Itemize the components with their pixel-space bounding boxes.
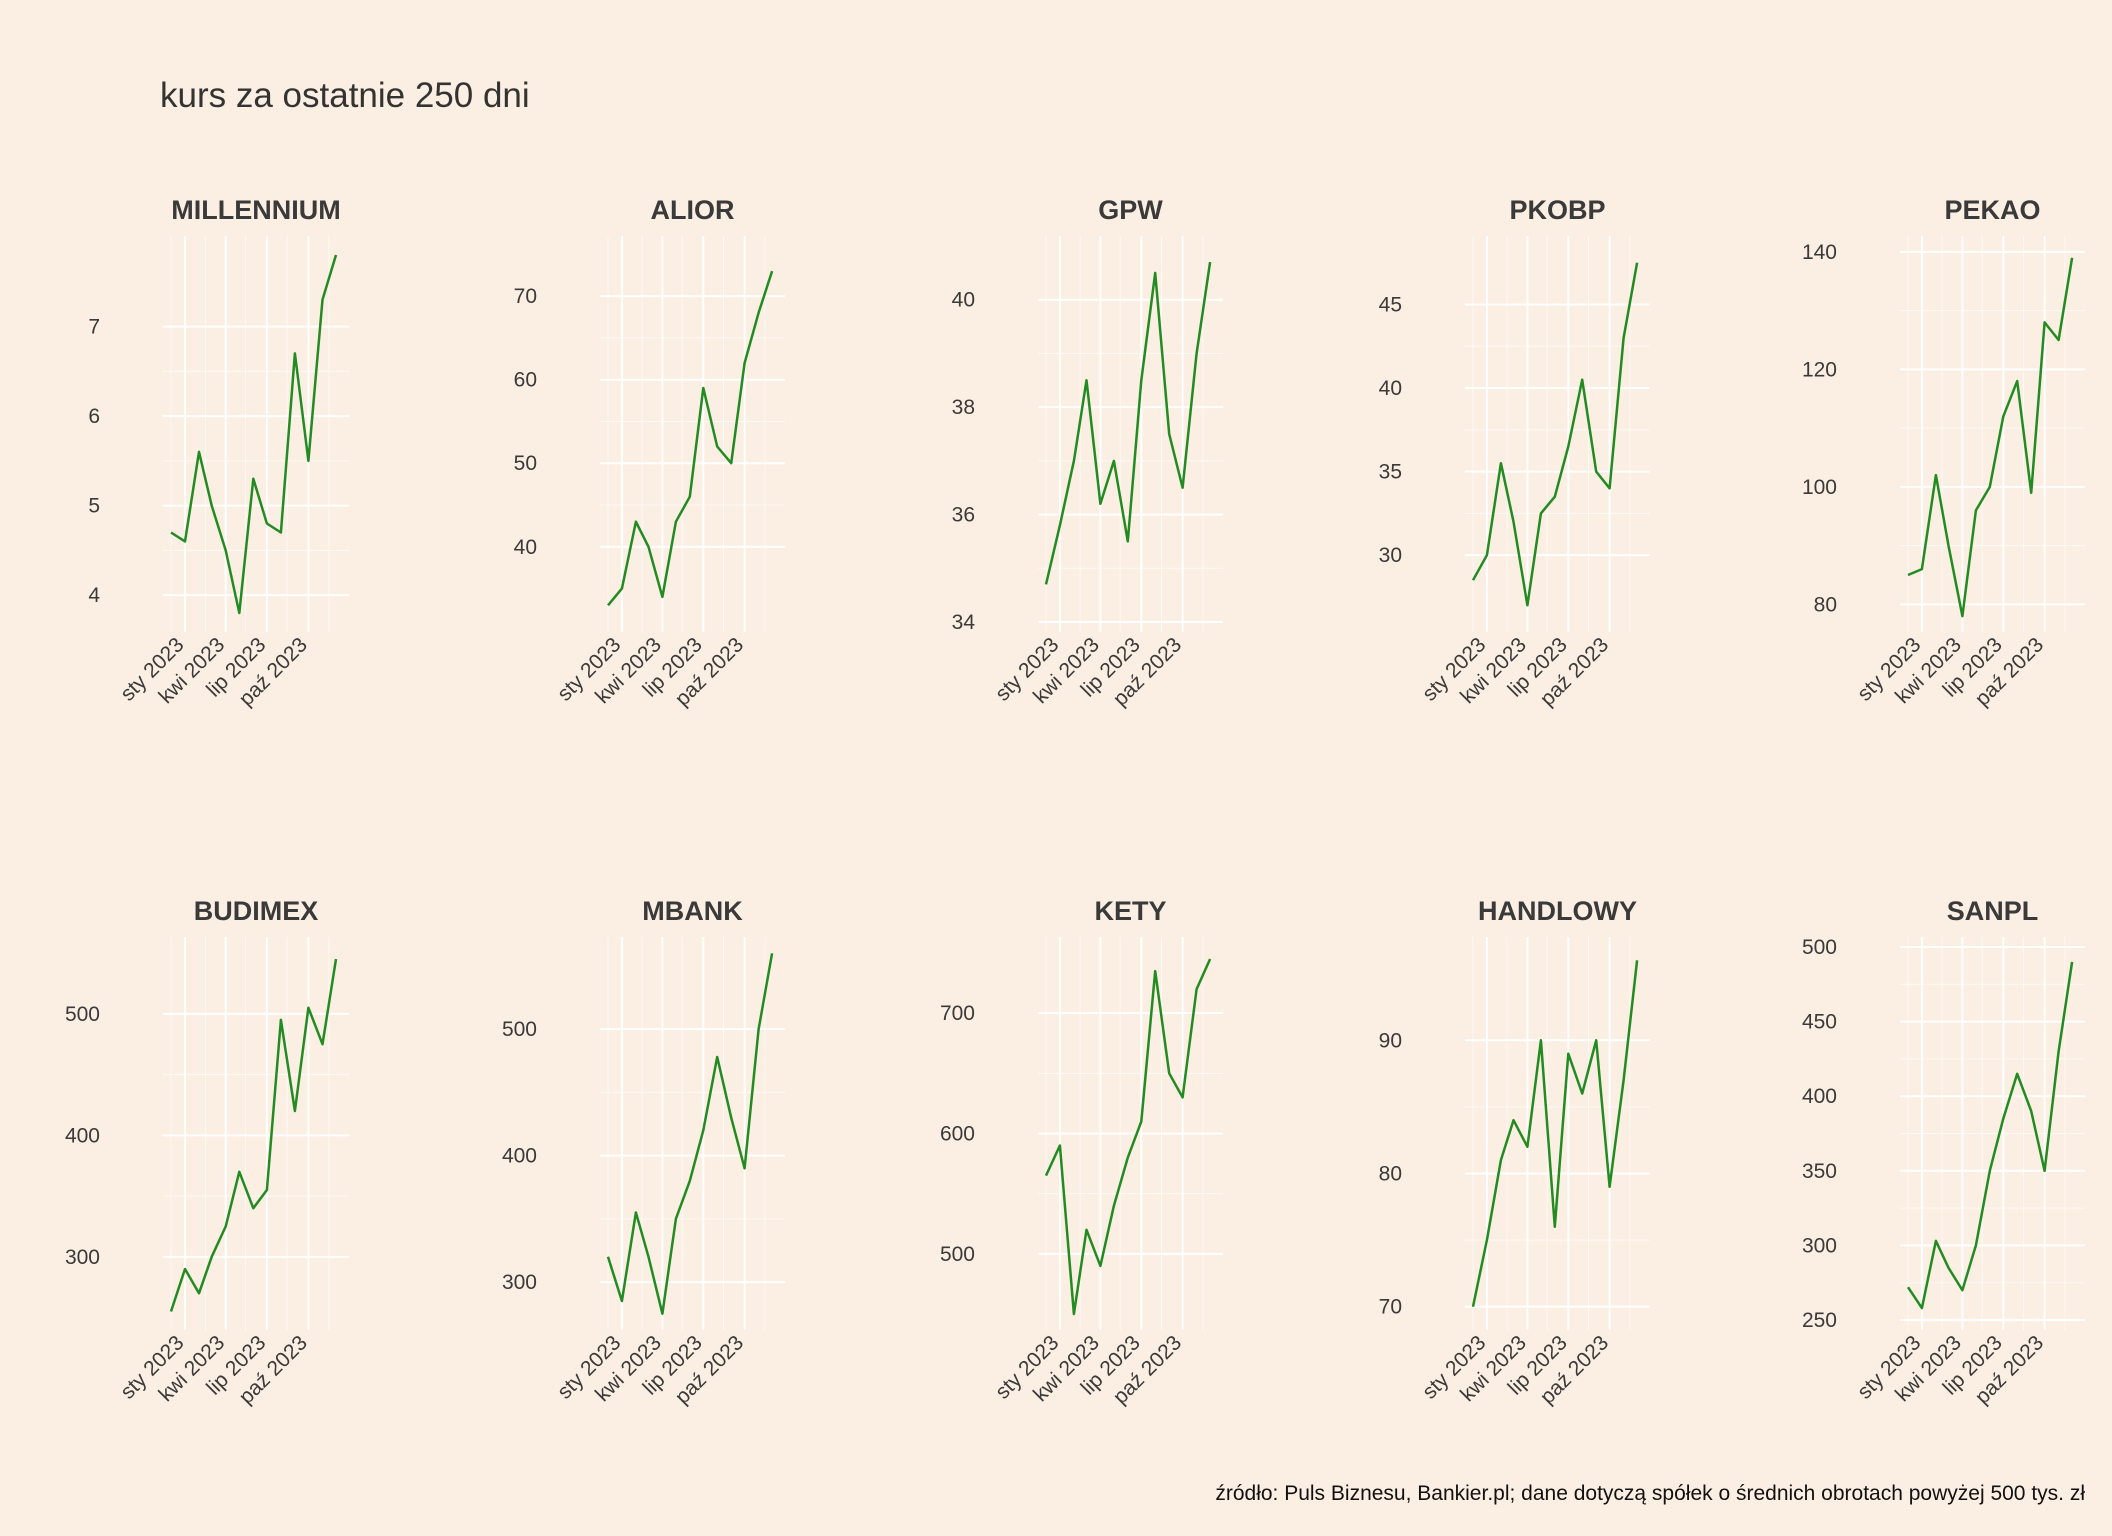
y-tick-label: 80 xyxy=(1379,1162,1402,1185)
y-tick-label: 140 xyxy=(1802,241,1837,264)
y-tick-label: 45 xyxy=(1379,293,1402,316)
y-tick-label: 38 xyxy=(952,396,975,419)
y-tick-label: 40 xyxy=(1379,377,1402,400)
y-tick-label: 350 xyxy=(1802,1160,1837,1183)
page-title: kurs za ostatnie 250 dni xyxy=(160,76,530,115)
y-tick-label: 400 xyxy=(1802,1085,1837,1108)
y-tick-label: 34 xyxy=(952,611,976,634)
y-tick-label: 300 xyxy=(502,1271,537,1294)
price-line xyxy=(1471,960,1639,1307)
y-tick-label: 35 xyxy=(1379,461,1402,484)
panel-title: SANPL xyxy=(1947,896,2039,926)
y-tick-label: 60 xyxy=(514,369,537,392)
y-tick-label: 40 xyxy=(952,289,975,312)
source-caption: źródło: Puls Biznesu, Bankier.pl; dane d… xyxy=(1215,1482,2085,1505)
price-line xyxy=(1906,961,2074,1310)
y-tick-label: 36 xyxy=(952,504,975,527)
y-tick-label: 300 xyxy=(65,1246,100,1269)
y-tick-label: 700 xyxy=(940,1002,975,1025)
y-tick-label: 500 xyxy=(940,1243,975,1266)
y-tick-label: 120 xyxy=(1802,358,1837,381)
panel-title: MBANK xyxy=(642,896,743,926)
y-tick-label: 4 xyxy=(88,584,100,607)
panel-title: MILLENNIUM xyxy=(171,195,340,225)
y-tick-label: 250 xyxy=(1802,1309,1837,1332)
y-tick-label: 80 xyxy=(1814,593,1837,616)
y-tick-label: 600 xyxy=(940,1123,975,1146)
y-tick-label: 50 xyxy=(514,452,537,475)
panel-title: GPW xyxy=(1098,195,1163,225)
panel-title: PKOBP xyxy=(1509,195,1605,225)
y-tick-label: 450 xyxy=(1802,1011,1837,1034)
panel-title: HANDLOWY xyxy=(1478,896,1637,926)
y-tick-label: 30 xyxy=(1379,544,1402,567)
price-line xyxy=(606,953,774,1315)
y-tick-label: 90 xyxy=(1379,1029,1402,1052)
price-line xyxy=(170,254,338,615)
panel-title: KETY xyxy=(1094,896,1166,926)
price-line xyxy=(607,270,774,607)
y-tick-label: 500 xyxy=(502,1018,537,1041)
panel-title: ALIOR xyxy=(651,195,735,225)
price-line xyxy=(169,958,338,1312)
y-tick-label: 300 xyxy=(1802,1234,1837,1257)
y-tick-label: 70 xyxy=(1379,1296,1402,1319)
panel-title: PEKAO xyxy=(1944,195,2040,225)
y-tick-label: 5 xyxy=(88,495,100,518)
price-line xyxy=(1044,958,1212,1316)
y-tick-label: 7 xyxy=(88,316,100,339)
price-line xyxy=(1907,257,2074,618)
price-line xyxy=(1471,262,1639,607)
y-tick-label: 70 xyxy=(514,285,537,308)
y-tick-label: 6 xyxy=(88,405,100,428)
price-line xyxy=(1044,261,1212,585)
y-tick-label: 500 xyxy=(65,1003,100,1026)
y-tick-label: 400 xyxy=(65,1124,100,1147)
y-tick-label: 500 xyxy=(1802,936,1837,959)
y-tick-label: 400 xyxy=(502,1145,537,1168)
panel-title: BUDIMEX xyxy=(194,896,319,926)
y-tick-label: 100 xyxy=(1802,476,1837,499)
y-tick-label: 40 xyxy=(514,536,537,559)
